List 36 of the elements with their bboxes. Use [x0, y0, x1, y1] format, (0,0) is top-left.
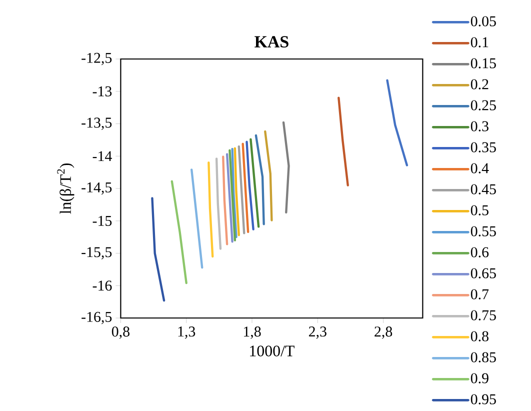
y-tick-label: -14	[92, 151, 112, 162]
x-tick-label: 1,8	[244, 326, 261, 339]
legend-label: 0.65	[470, 268, 496, 278]
legend-label: 0.1	[470, 37, 488, 48]
legend-label: 0.45	[470, 184, 496, 194]
legend-label: 0.2	[470, 79, 488, 90]
x-tick-label: 1,3	[178, 326, 196, 339]
y-tick-label: -13	[92, 86, 112, 96]
legend-label: 0.95	[470, 394, 496, 404]
x-axis-title: 1000/T	[250, 346, 294, 356]
legend-label: 0.4	[470, 163, 489, 174]
x-tick-label: 2,8	[374, 326, 392, 339]
legend-label: 0.85	[470, 352, 496, 362]
x-tick-label: 2,3	[308, 326, 326, 339]
y-axis-title: ln(β/T$^{2}$)	[57, 164, 74, 214]
legend-label: 0.3	[470, 121, 488, 132]
legend-label: 0.5	[470, 205, 488, 216]
y-tick-label: -15,5	[82, 247, 112, 260]
legend-label: 0.8	[470, 331, 488, 342]
legend-label: 0.25	[470, 100, 496, 110]
y-tick-label: -16	[92, 280, 112, 291]
y-tick-label: -12,5	[82, 52, 112, 66]
y-tick-label: -15	[92, 216, 112, 226]
x-tick-label: 0,8	[112, 326, 130, 339]
legend-label: 0.9	[470, 373, 488, 384]
y-tick-label: -13,5	[82, 118, 112, 130]
y-tick-label: -16,5	[82, 312, 112, 324]
legend-label: 0.6	[470, 247, 489, 258]
legend-label: 0.05	[470, 16, 496, 26]
legend-label: 0.55	[470, 226, 496, 236]
chart-title: KAS	[254, 36, 288, 48]
legend-label: 0.75	[470, 310, 496, 320]
legend-label: 0.7	[470, 289, 489, 300]
legend-label: 0.35	[470, 142, 496, 152]
y-tick-label: -14,5	[82, 182, 112, 195]
legend-label: 0.15	[470, 58, 496, 68]
